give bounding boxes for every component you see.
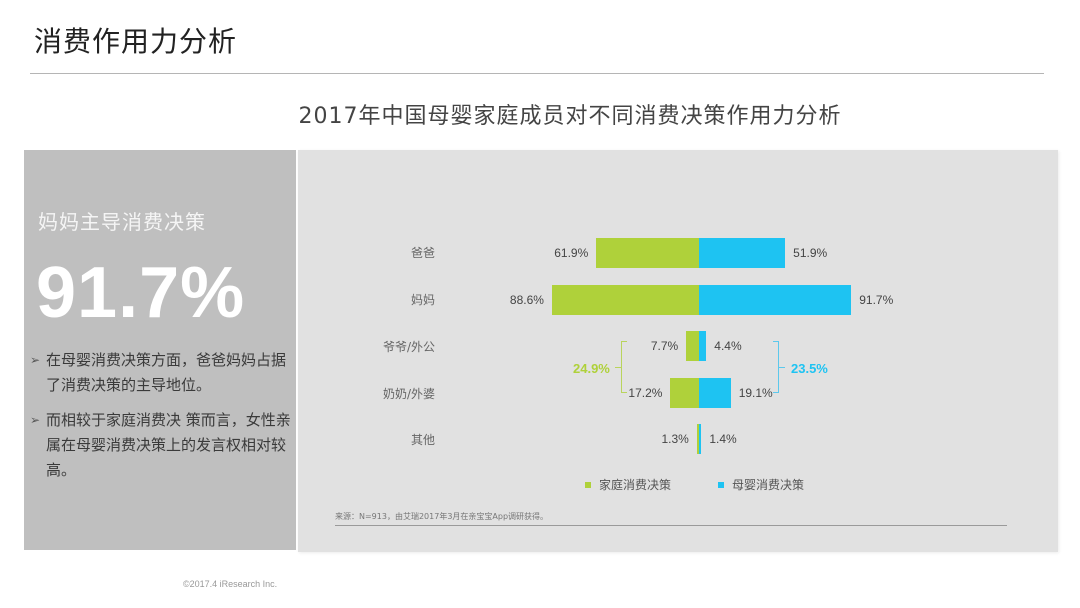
- value-label-maternal: 19.1%: [738, 386, 773, 400]
- bullet-item: ➢ 在母婴消费决策方面，爸爸妈妈占据了消费决策的主导地位。: [28, 348, 298, 398]
- value-label-maternal: 51.9%: [793, 246, 828, 260]
- bar-maternal-2: [699, 331, 707, 361]
- right-bracket: [773, 341, 779, 393]
- bar-family-1: [551, 285, 699, 315]
- value-label-family: 17.2%: [628, 386, 663, 400]
- bar-maternal-4: [699, 424, 702, 454]
- summary-heading: 妈妈主导消费决策: [38, 210, 206, 234]
- bullet-text: 在母婴消费决策方面，爸爸妈妈占据了消费决策的主导地位。: [46, 351, 287, 394]
- value-label-family: 61.9%: [554, 246, 589, 260]
- category-label: 其他: [410, 433, 435, 447]
- legend-label: 母婴消费决策: [732, 478, 805, 492]
- copyright-footer: ©2017.4 iResearch Inc.: [183, 579, 278, 589]
- category-label: 妈妈: [410, 293, 435, 307]
- category-label: 奶奶/外婆: [382, 387, 435, 401]
- value-label-family: 88.6%: [509, 293, 544, 307]
- bar-family-0: [596, 238, 699, 268]
- green-square-icon: [585, 481, 591, 488]
- bar-maternal-0: [699, 238, 786, 268]
- value-label-family: 1.3%: [661, 432, 689, 446]
- value-label-maternal: 91.7%: [859, 293, 894, 307]
- source-note: 来源：N=913，由艾瑞2017年3月在亲宝宝App调研获得。: [335, 512, 549, 521]
- category-label: 爸爸: [410, 246, 435, 260]
- bar-family-4: [696, 424, 699, 454]
- right-bracket-tick: [779, 367, 785, 368]
- bar-maternal-3: [699, 378, 731, 408]
- value-label-family: 7.7%: [650, 339, 679, 353]
- page-title: 消费作用力分析: [34, 25, 238, 58]
- legend-item-family: 家庭消费决策: [585, 476, 671, 493]
- bullet-item: ➢ 而相较于家庭消费决 策而言，女性亲属在母婴消费决策上的发言权相对较高。: [28, 408, 298, 483]
- arrow-bullet-icon: ➢: [30, 353, 41, 367]
- summary-big-value: 91.7%: [36, 253, 246, 333]
- summary-bullets: ➢ 在母婴消费决策方面，爸爸妈妈占据了消费决策的主导地位。 ➢ 而相较于家庭消费…: [28, 348, 298, 493]
- family-subtotal: 24.9%: [573, 361, 610, 376]
- left-bracket: [621, 341, 627, 393]
- bullet-text: 而相较于家庭消费决 策而言，女性亲属在母婴消费决策上的发言权相对较高。: [46, 411, 291, 479]
- left-bracket-tick: [615, 367, 621, 368]
- summary-panel: 妈妈主导消费决策 91.7% ➢ 在母婴消费决策方面，爸爸妈妈占据了消费决策的主…: [24, 150, 296, 550]
- value-label-maternal: 4.4%: [714, 339, 742, 353]
- bar-maternal-1: [699, 285, 852, 315]
- value-label-maternal: 1.4%: [709, 432, 737, 446]
- legend-item-maternal: 母婴消费决策: [718, 476, 804, 493]
- arrow-bullet-icon: ➢: [30, 413, 41, 427]
- bar-family-2: [686, 331, 699, 361]
- title-divider: [30, 73, 1044, 74]
- blue-square-icon: [718, 481, 724, 488]
- bar-family-3: [670, 378, 699, 408]
- chart-title: 2017年中国母婴家庭成员对不同消费决策作用力分析: [298, 104, 842, 129]
- chart-panel: [298, 150, 1058, 552]
- category-label: 爷爷/外公: [382, 340, 435, 354]
- maternal-subtotal: 23.5%: [791, 361, 828, 376]
- source-divider: [335, 525, 1007, 526]
- legend-label: 家庭消费决策: [599, 478, 672, 492]
